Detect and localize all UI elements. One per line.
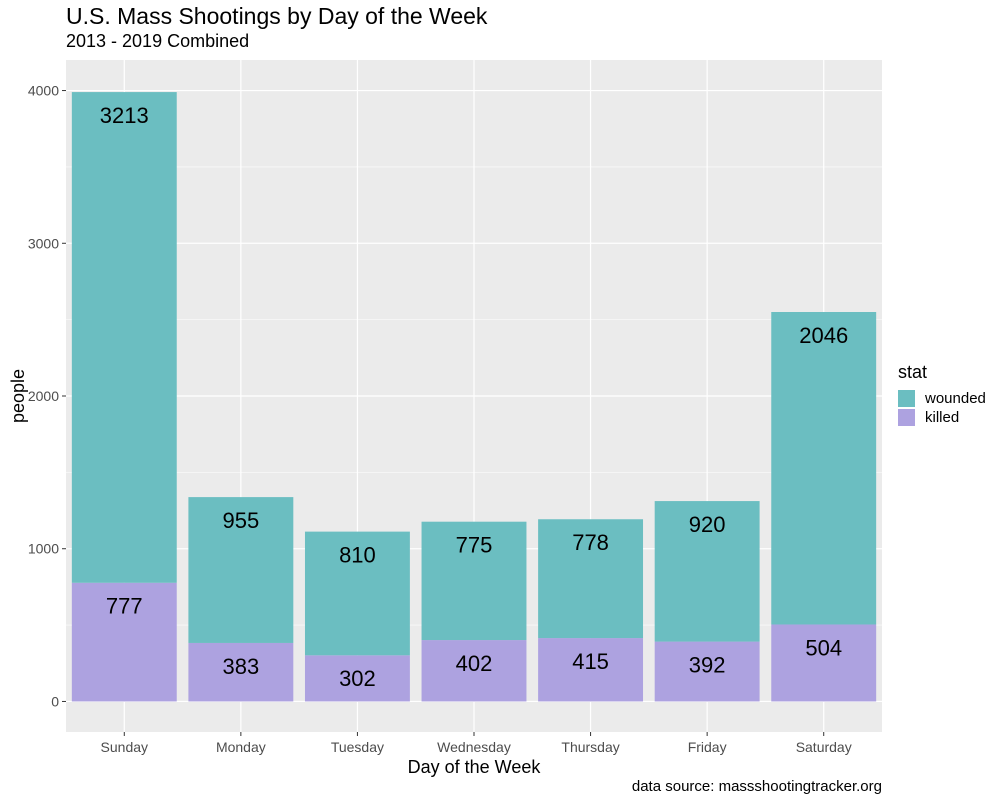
bar-killed — [188, 642, 294, 702]
legend-item-killed: killed — [898, 408, 986, 426]
legend-title: stat — [898, 362, 928, 382]
legend: stat wounded killed — [898, 362, 986, 427]
bar-wounded — [421, 521, 527, 641]
data-source-caption: data source: massshootingtracker.org — [631, 778, 882, 795]
bar-killed — [71, 582, 177, 702]
x-tick-label: Thursday — [561, 739, 619, 755]
data-label-wounded: 920 — [689, 512, 726, 537]
y-tick-label: 0 — [51, 693, 59, 709]
data-label-killed: 383 — [222, 654, 259, 679]
legend-label-wounded: wounded — [925, 389, 986, 407]
chart-title: U.S. Mass Shootings by Day of the Week — [66, 3, 488, 29]
data-label-killed: 302 — [339, 666, 376, 691]
chart-subtitle: 2013 - 2019 Combined — [66, 31, 250, 51]
data-label-wounded: 3213 — [100, 103, 149, 128]
y-tick-label: 1000 — [28, 541, 59, 557]
data-label-killed: 392 — [689, 652, 726, 677]
legend-label-killed: killed — [925, 408, 960, 426]
bar-wounded — [188, 497, 294, 643]
bar-wounded — [771, 312, 877, 625]
y-tick-label: 2000 — [28, 388, 59, 404]
legend-item-wounded: wounded — [898, 389, 986, 407]
x-tick-label: Wednesday — [437, 739, 511, 755]
bar-wounded — [304, 531, 410, 656]
data-label-killed: 504 — [805, 635, 842, 660]
legend-key-wounded — [898, 389, 915, 407]
bar-killed — [421, 640, 527, 702]
x-tick-label: Friday — [688, 739, 727, 755]
bar-wounded — [538, 519, 644, 639]
y-tick-label: 3000 — [28, 235, 59, 251]
data-label-killed: 415 — [572, 649, 609, 674]
x-tick-label: Saturday — [796, 739, 852, 755]
y-axis-title: people — [8, 369, 28, 423]
data-label-wounded: 778 — [572, 530, 609, 555]
x-tick-label: Sunday — [101, 739, 148, 755]
x-axis-title: Day of the Week — [408, 757, 542, 777]
bar-wounded — [71, 92, 177, 583]
bar-killed — [654, 641, 760, 702]
bar-wounded — [654, 501, 760, 642]
bar-killed — [771, 624, 877, 702]
data-label-wounded: 775 — [456, 533, 493, 558]
legend-key-killed — [898, 408, 915, 426]
data-label-killed: 402 — [456, 651, 493, 676]
data-label-killed: 777 — [106, 594, 143, 619]
bar-killed — [304, 655, 410, 702]
x-tick-label: Tuesday — [331, 739, 384, 755]
data-label-wounded: 2046 — [799, 323, 848, 348]
bar-killed — [538, 638, 644, 702]
y-tick-label: 4000 — [28, 83, 59, 99]
data-label-wounded: 810 — [339, 543, 376, 568]
data-label-wounded: 955 — [222, 508, 259, 533]
x-tick-label: Monday — [216, 739, 266, 755]
